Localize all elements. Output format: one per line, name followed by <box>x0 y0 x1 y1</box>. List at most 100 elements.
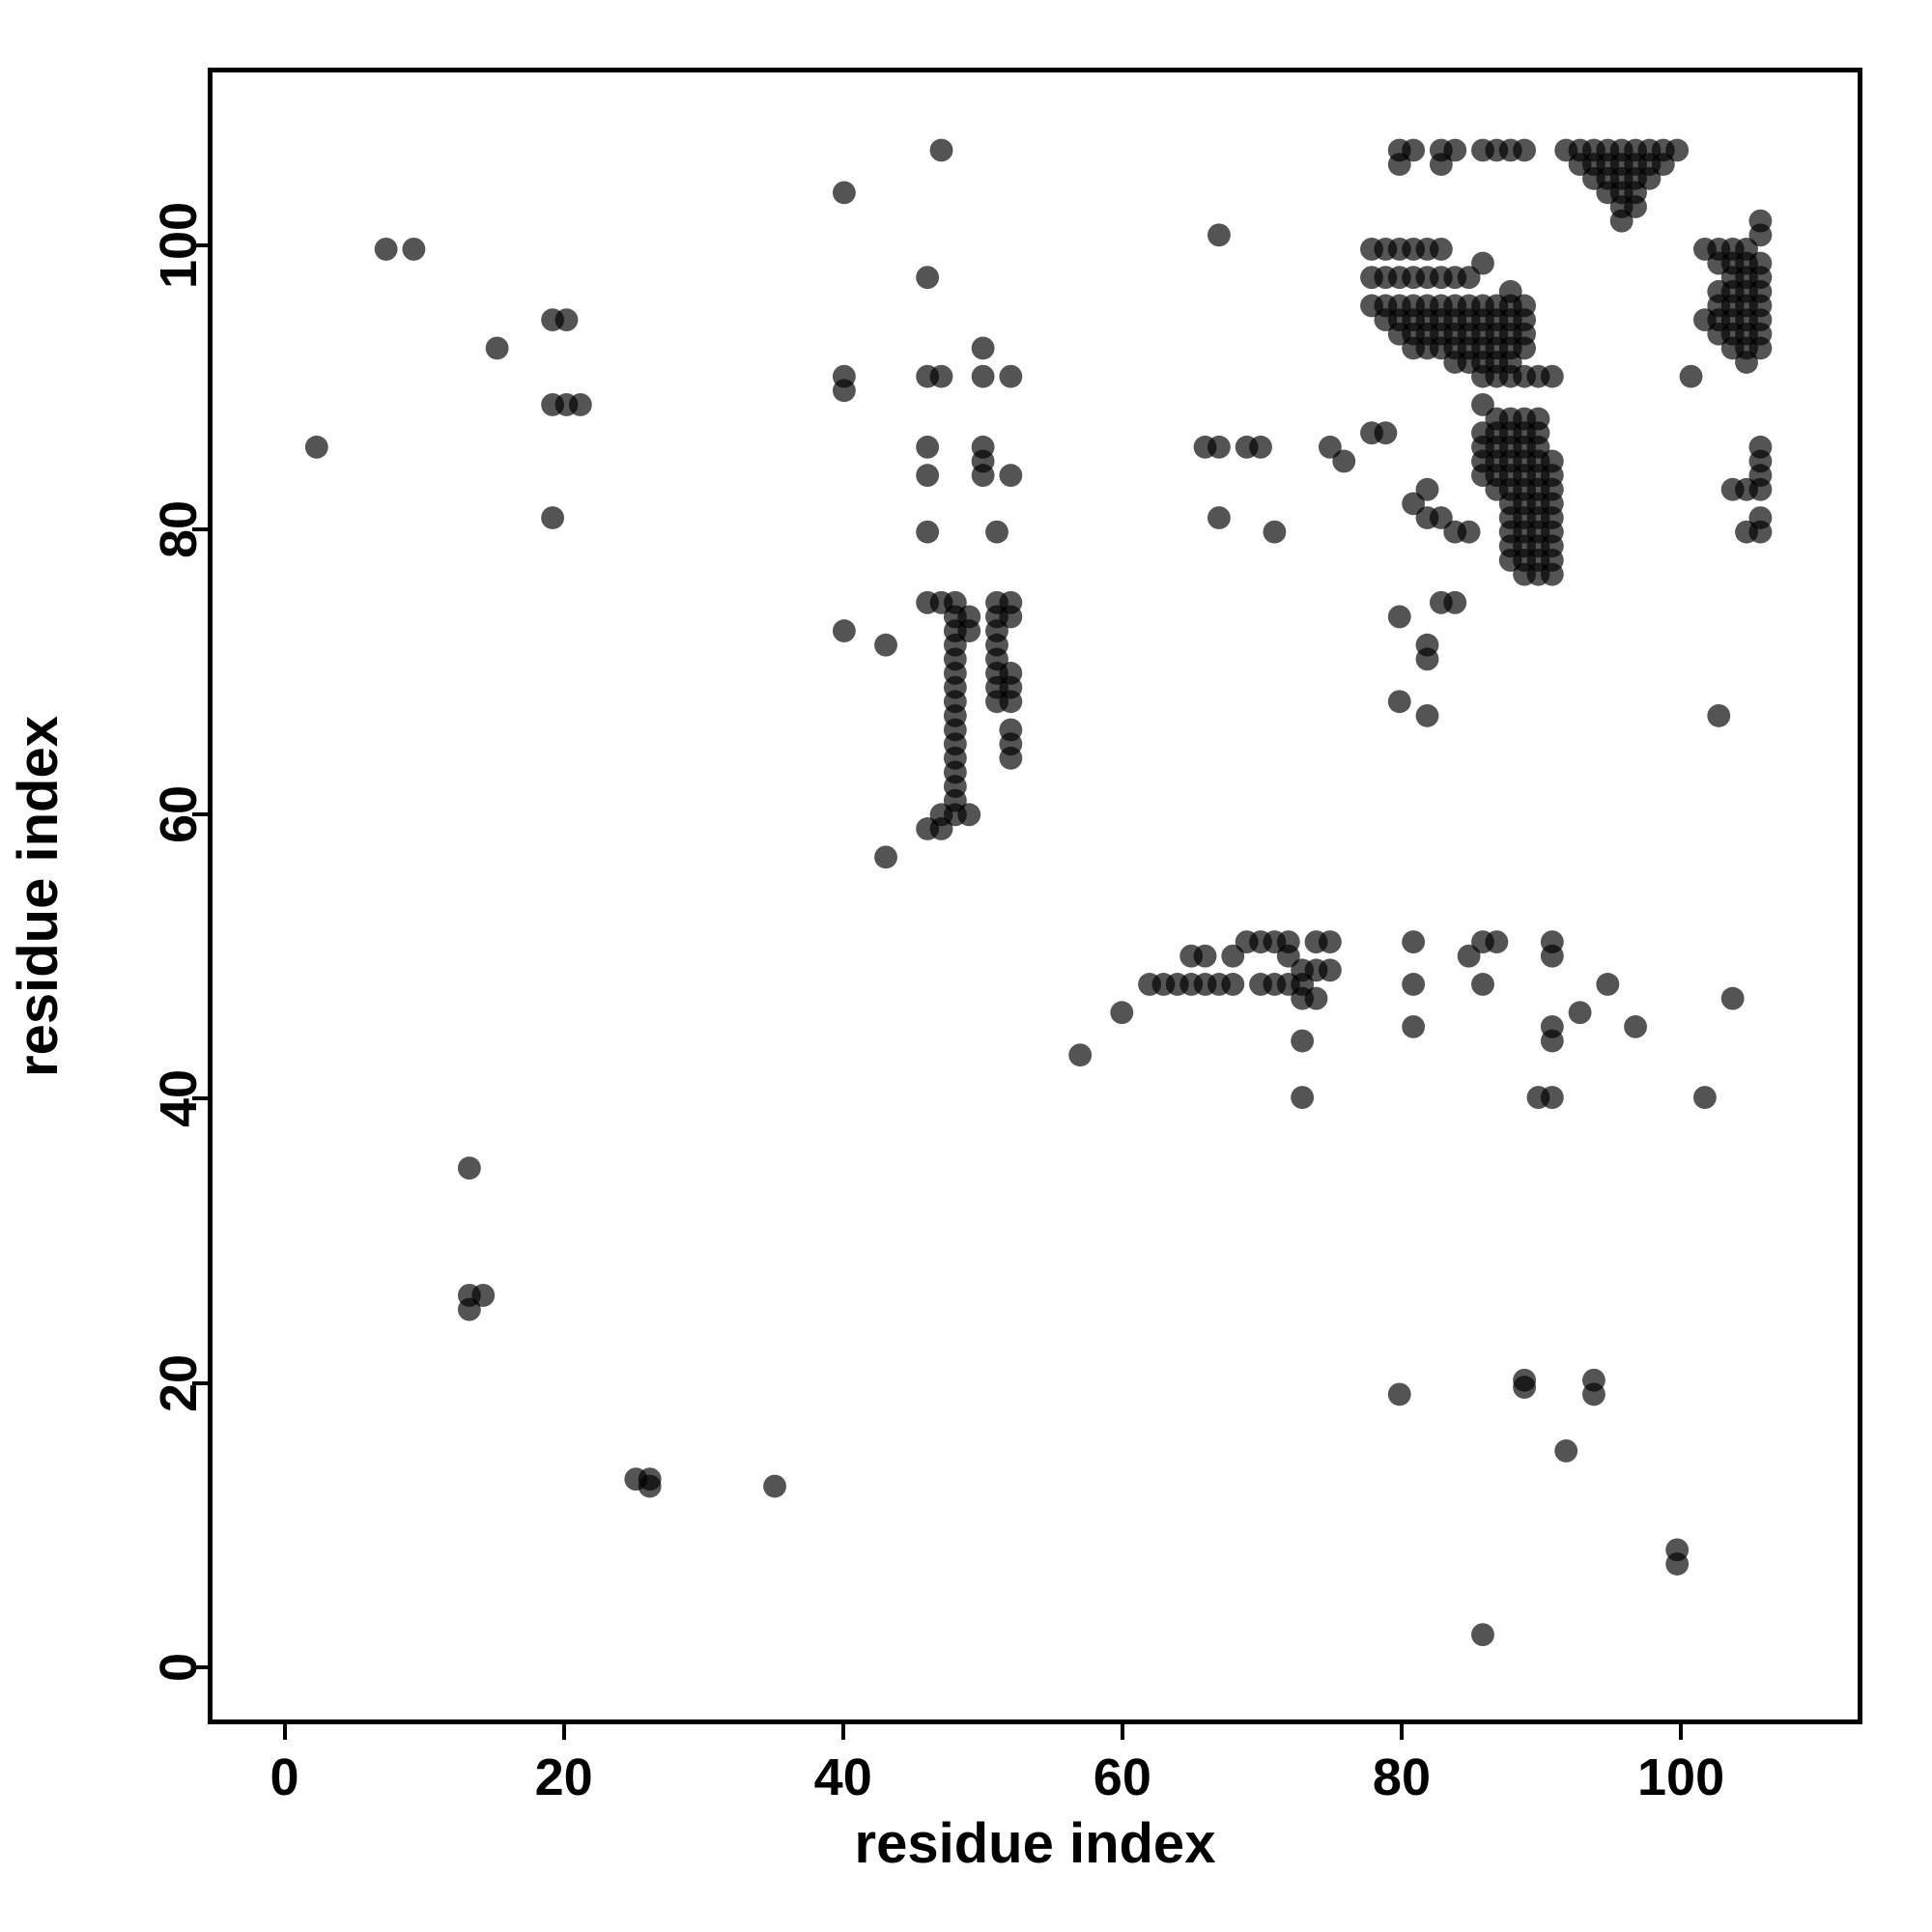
scatter-point <box>1457 944 1481 968</box>
scatter-point <box>999 464 1023 488</box>
scatter-point <box>485 336 509 360</box>
scatter-point <box>1582 1382 1605 1406</box>
y-tick-mark <box>192 527 208 532</box>
scatter-point <box>1665 138 1690 162</box>
scatter-point <box>999 605 1023 629</box>
x-tick-mark <box>561 1724 566 1740</box>
scatter-point <box>1221 944 1245 968</box>
x-tick-mark <box>282 1724 287 1740</box>
scatter-point <box>1748 209 1773 233</box>
scatter-point <box>1291 1029 1315 1053</box>
scatter-point <box>1402 492 1426 516</box>
y-axis-title: residue index <box>0 68 77 1724</box>
scatter-point <box>1387 1382 1411 1406</box>
scatter-point <box>1735 351 1758 374</box>
scatter-point <box>457 1156 481 1180</box>
y-tick-mark <box>192 1665 208 1670</box>
scatter-point <box>1540 364 1564 388</box>
scatter-point <box>1193 435 1217 459</box>
x-tick-label: 0 <box>270 1748 299 1806</box>
scatter-point <box>1263 520 1287 544</box>
scatter-point <box>374 238 398 261</box>
scatter-point <box>1471 251 1494 275</box>
scatter-point <box>1068 1043 1093 1067</box>
scatter-point <box>916 266 940 290</box>
scatter-point <box>1415 506 1439 529</box>
scatter-point <box>1513 138 1537 162</box>
scatter-point <box>304 435 328 459</box>
scatter-point <box>874 845 897 869</box>
scatter-point <box>1707 703 1731 727</box>
scatter-point <box>1748 435 1773 459</box>
y-tick-mark <box>192 811 208 816</box>
scatter-points-layer <box>304 138 1773 1647</box>
scatter-point <box>999 746 1023 770</box>
scatter-point <box>638 1474 662 1498</box>
scatter-point <box>1207 506 1231 529</box>
x-tick-mark <box>1399 1724 1404 1740</box>
scatter-point <box>1443 590 1467 614</box>
scatter-point <box>1276 944 1300 968</box>
scatter-point <box>832 181 856 205</box>
scatter-point <box>1193 944 1217 968</box>
scatter-point <box>1596 973 1620 996</box>
scatter-point <box>1526 421 1550 445</box>
scatter-point <box>1748 336 1773 360</box>
scatter-point <box>1387 153 1411 177</box>
x-tick-mark <box>1679 1724 1684 1740</box>
scatter-point <box>1471 392 1494 416</box>
scatter-point <box>1429 238 1453 261</box>
scatter-point <box>985 520 1009 544</box>
y-tick-mark <box>192 1380 208 1385</box>
scatter-point <box>1485 930 1509 953</box>
scatter-point <box>1402 138 1426 162</box>
scatter-point <box>1568 1001 1592 1025</box>
x-tick-label: 100 <box>1637 1748 1725 1806</box>
scatter-point <box>929 138 953 162</box>
y-tick-mark <box>192 1096 208 1101</box>
scatter-point <box>1735 477 1758 501</box>
scatter-point <box>1402 930 1426 953</box>
scatter-point <box>1402 973 1426 996</box>
scatter-point <box>1318 435 1342 459</box>
scatter-point <box>1415 477 1439 501</box>
x-tick-mark <box>1120 1724 1124 1740</box>
scatter-point <box>874 633 897 657</box>
scatter-point <box>971 464 995 488</box>
scatter-point <box>1471 1623 1494 1647</box>
y-tick-mark <box>192 243 208 247</box>
scatter-point <box>1513 336 1537 360</box>
scatter-point <box>1665 1552 1690 1576</box>
scatter-point <box>1624 195 1647 218</box>
scatter-point <box>929 364 953 388</box>
scatter-point <box>957 803 981 827</box>
scatter-point <box>957 619 981 643</box>
scatter-point <box>1471 973 1494 996</box>
scatter-point <box>1318 930 1342 953</box>
scatter-point <box>471 1284 496 1307</box>
x-tick-label: 60 <box>1093 1748 1151 1806</box>
scatter-point <box>1540 449 1564 473</box>
scatter-point <box>457 1297 481 1321</box>
scatter-point <box>916 464 940 488</box>
scatter-point <box>1609 209 1634 233</box>
plot-area <box>208 68 1862 1724</box>
scatter-point <box>1207 223 1231 247</box>
scatter-point <box>1374 421 1398 445</box>
scatter-point <box>1554 1439 1578 1463</box>
scatter-point <box>971 364 995 388</box>
scatter-point <box>1429 153 1453 177</box>
x-axis-title: residue index <box>854 1812 1216 1875</box>
scatter-point <box>402 238 426 261</box>
scatter-point <box>1402 1014 1426 1038</box>
y-axis-title-text: residue index <box>7 715 71 1077</box>
x-tick-label: 40 <box>813 1748 872 1806</box>
scatter-point <box>1221 973 1245 996</box>
x-tick-label: 20 <box>534 1748 593 1806</box>
scatter-point <box>1540 1029 1564 1053</box>
x-tick-mark <box>840 1724 845 1740</box>
scatter-point <box>832 379 856 403</box>
scatter-point <box>541 506 565 529</box>
scatter-point <box>916 435 940 459</box>
